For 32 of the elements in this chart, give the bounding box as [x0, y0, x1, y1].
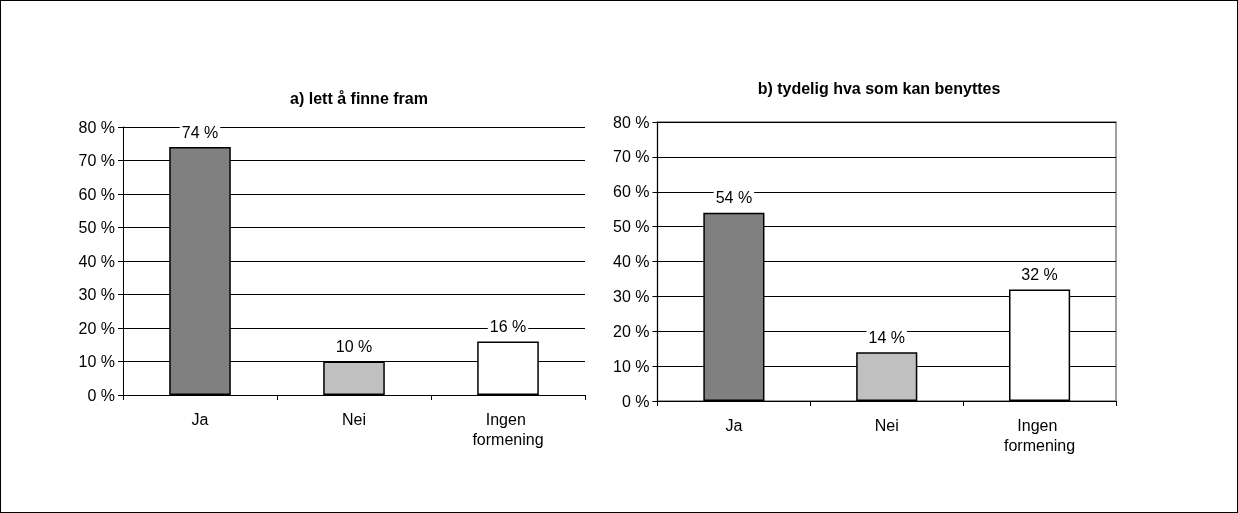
- x-tick-label: Ja: [191, 410, 209, 428]
- data-label: 32 %: [1021, 265, 1058, 283]
- x-tick-label: Nei: [874, 416, 899, 434]
- y-tick-label: 60 %: [613, 183, 650, 201]
- data-label: 16 %: [489, 317, 527, 335]
- y-tick-label: 30 %: [78, 286, 115, 303]
- y-tick-label: 40 %: [78, 252, 115, 270]
- data-label: 54 %: [715, 189, 753, 207]
- data-label: 10 %: [335, 338, 373, 355]
- y-tick-label: 20 %: [613, 322, 650, 340]
- x-tick-label: Nei: [341, 410, 367, 428]
- y-tick-label: 0 %: [87, 386, 115, 404]
- chart-title: b) tydelig hva som kan benyttes: [757, 79, 1001, 97]
- y-tick-label: 10 %: [613, 357, 650, 375]
- y-tick-label: 0 %: [621, 392, 650, 410]
- y-tick-label: 40 %: [613, 253, 650, 270]
- y-tick-label: 10 %: [78, 353, 115, 370]
- y-tick-label: 20 %: [78, 319, 115, 337]
- y-tick-label: 80 %: [78, 118, 115, 136]
- x-tick-label: Ja: [725, 416, 743, 434]
- y-tick-label: 50 %: [78, 219, 115, 236]
- x-tick-label: Ingen formening: [472, 410, 544, 448]
- data-label: 74 %: [181, 123, 219, 141]
- chart-title: a) lett å finne fram: [290, 89, 428, 107]
- y-tick-label: 80 %: [613, 113, 650, 131]
- y-tick-label: 70 %: [78, 152, 115, 169]
- x-tick-label: Ingen formening: [1004, 416, 1076, 454]
- y-tick-label: 70 %: [613, 148, 650, 166]
- y-tick-label: 50 %: [613, 218, 650, 236]
- data-label: 14 %: [868, 328, 905, 346]
- y-tick-label: 30 %: [613, 287, 650, 305]
- y-tick-label: 60 %: [78, 185, 115, 203]
